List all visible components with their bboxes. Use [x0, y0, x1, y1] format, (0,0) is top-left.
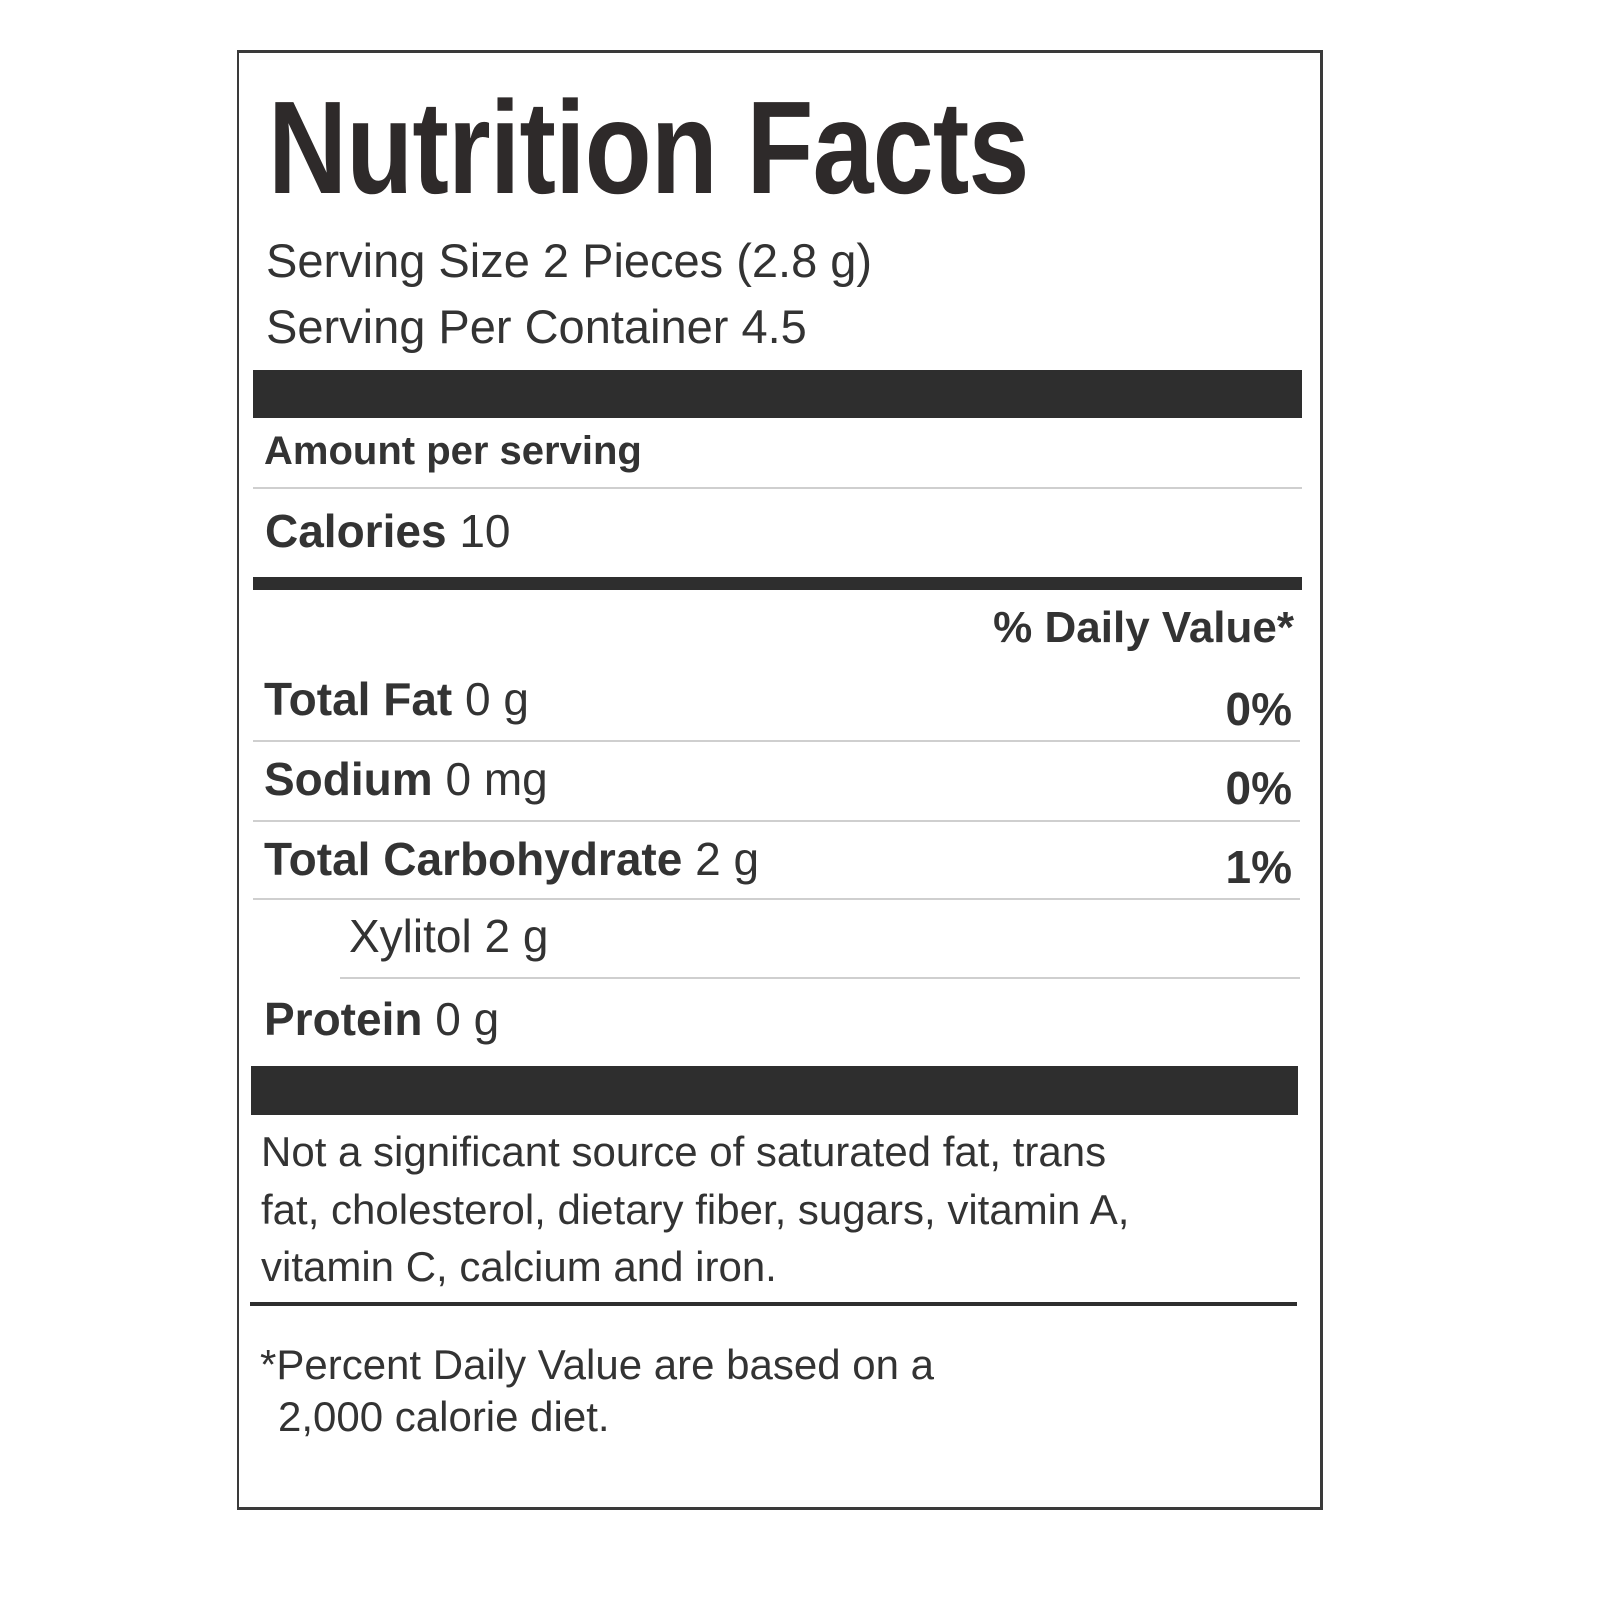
footnote-line: 2,000 calorie diet. [278, 1393, 610, 1440]
calories-value: 10 [459, 505, 511, 557]
divider [253, 740, 1300, 742]
divider [340, 977, 1300, 979]
not-significant-line: fat, cholesterol, dietary fiber, sugars,… [261, 1186, 1130, 1233]
nutrient-name: Sodium [264, 753, 433, 805]
nutrient-name: Xylitol [349, 910, 472, 962]
not-significant-line: vitamin C, calcium and iron. [261, 1243, 777, 1290]
footnote-line: *Percent Daily Value are based on a [260, 1341, 934, 1388]
serving-size: Serving Size 2 Pieces (2.8 g) [266, 234, 873, 287]
nutrition-label [237, 50, 1323, 1510]
nutrient-amount: 0 g [465, 673, 529, 725]
nutrient-row-total-fat: Total Fat 0 g [264, 676, 529, 722]
nutrient-amount: 0 mg [445, 753, 548, 805]
divider [250, 1302, 1297, 1306]
daily-value-header: % Daily Value* [993, 603, 1294, 652]
amount-per-serving: Amount per serving [264, 429, 642, 473]
nutrient-dv: 1% [1225, 841, 1292, 893]
divider [253, 820, 1300, 822]
label-title: Nutrition Facts [268, 74, 1029, 221]
nutrient-row-xylitol: Xylitol 2 g [349, 913, 548, 959]
nutrient-row-protein: Protein 0 g [264, 996, 499, 1042]
divider [253, 898, 1300, 900]
nutrient-name: Total Carbohydrate [264, 833, 683, 885]
nutrient-dv: 0% [1225, 762, 1292, 814]
nutrient-row-total-carbohydrate: Total Carbohydrate 2 g [264, 836, 759, 882]
thick-divider [253, 370, 1302, 418]
not-significant-line: Not a significant source of saturated fa… [261, 1128, 1107, 1175]
servings-per-container: Serving Per Container 4.5 [266, 300, 807, 353]
medium-divider [253, 577, 1302, 590]
nutrient-row-sodium: Sodium 0 mg [264, 756, 548, 802]
nutrient-amount: 2 g [484, 910, 549, 962]
nutrient-dv: 0% [1225, 683, 1292, 735]
thick-divider [251, 1066, 1298, 1115]
nutrient-name: Protein [264, 993, 423, 1045]
calories-row: Calories 10 [265, 508, 510, 554]
calories-label: Calories [265, 505, 447, 557]
divider [253, 487, 1302, 489]
nutrient-amount: 2 g [695, 833, 760, 885]
nutrient-amount: 0 g [435, 993, 500, 1045]
nutrient-name: Total Fat [264, 673, 453, 725]
